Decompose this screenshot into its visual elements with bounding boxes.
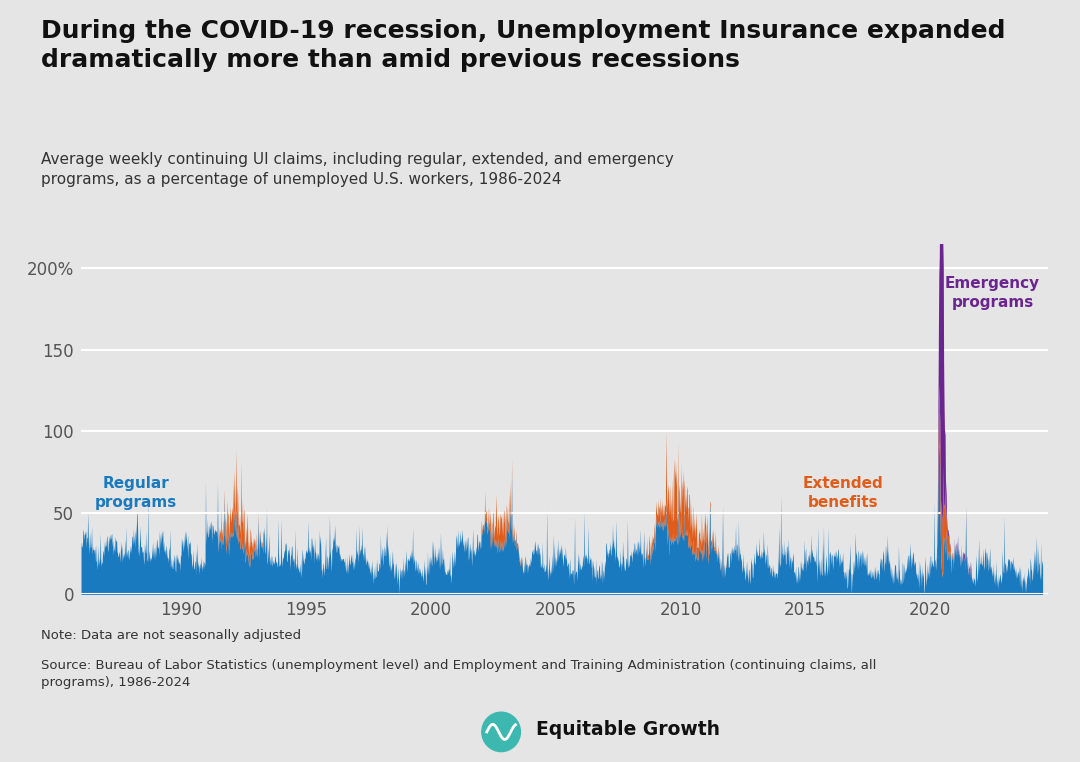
Text: Average weekly continuing UI claims, including regular, extended, and emergency
: Average weekly continuing UI claims, inc…: [41, 152, 674, 187]
Text: Emergency
programs: Emergency programs: [945, 276, 1040, 309]
Text: Extended
benefits: Extended benefits: [802, 476, 883, 510]
Text: Source: Bureau of Labor Statistics (unemployment level) and Employment and Train: Source: Bureau of Labor Statistics (unem…: [41, 659, 876, 689]
Circle shape: [482, 712, 521, 751]
Text: Equitable Growth: Equitable Growth: [536, 720, 719, 738]
Text: During the COVID-19 recession, Unemployment Insurance expanded
dramatically more: During the COVID-19 recession, Unemploym…: [41, 19, 1005, 72]
Text: Regular
programs: Regular programs: [95, 476, 177, 510]
Text: Note: Data are not seasonally adjusted: Note: Data are not seasonally adjusted: [41, 629, 301, 642]
